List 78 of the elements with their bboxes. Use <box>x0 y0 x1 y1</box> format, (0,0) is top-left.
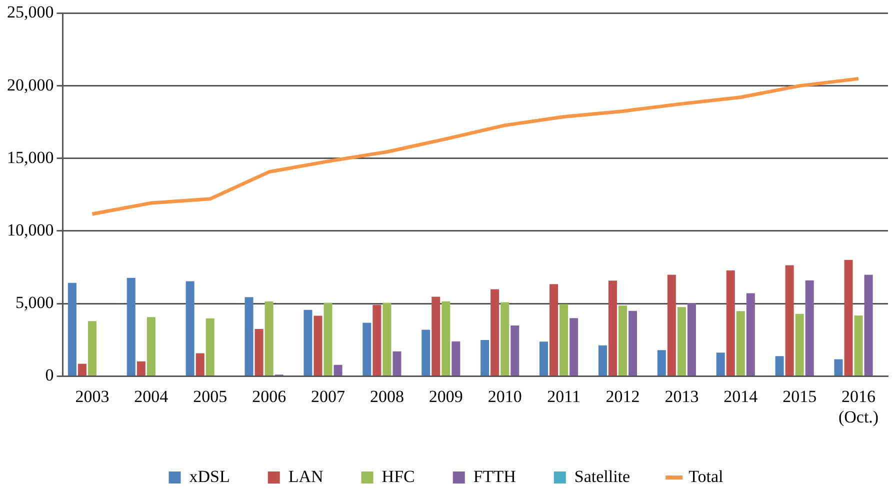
bar <box>244 297 254 376</box>
bar <box>775 356 784 376</box>
bar <box>146 317 156 376</box>
x-tick-label: 2008 <box>370 386 404 406</box>
y-tick-label: 5,000 <box>16 293 54 312</box>
y-tick-label: 0 <box>45 366 54 385</box>
y-tick-label: 15,000 <box>7 148 54 167</box>
bar <box>382 302 392 376</box>
bar <box>510 326 520 376</box>
x-tick-label: 2004 <box>134 386 169 406</box>
bar <box>854 316 863 376</box>
x-tick-label: 2007 <box>311 386 346 406</box>
bar <box>795 314 804 376</box>
x-tick-label: 2015 <box>782 386 817 406</box>
legend-label: FTTH <box>473 466 516 486</box>
legend-label: Satellite <box>574 466 630 486</box>
bar <box>136 361 146 376</box>
bar <box>864 274 873 376</box>
x-tick-label: 2003 <box>75 386 110 406</box>
bar <box>324 302 332 376</box>
bar <box>422 330 430 376</box>
legend-label: Total <box>688 466 724 486</box>
bar <box>500 302 510 376</box>
bar <box>452 341 460 376</box>
bar <box>736 311 745 376</box>
x-tick-label: 2006 <box>252 386 286 406</box>
y-tick-label: 20,000 <box>7 75 54 94</box>
bar <box>560 304 568 376</box>
x-tick-label: 2012 <box>606 386 640 406</box>
bar <box>88 321 96 376</box>
bar <box>264 301 274 376</box>
bar <box>716 352 725 376</box>
x-tick-label: 2009 <box>428 386 463 406</box>
bar <box>834 359 843 376</box>
bar <box>334 364 342 376</box>
bar <box>432 296 440 376</box>
y-tick-label: 25,000 <box>7 2 54 22</box>
bar <box>372 304 382 376</box>
bar <box>490 289 500 376</box>
bar <box>687 303 696 376</box>
bar <box>628 310 638 376</box>
bar <box>196 353 204 376</box>
x-tick-label: 2011 <box>547 386 580 406</box>
bar <box>392 351 402 376</box>
y-tick-label: 10,000 <box>7 220 54 240</box>
bar <box>598 345 607 376</box>
bar <box>667 274 676 376</box>
bar <box>68 282 76 376</box>
bar <box>304 310 312 376</box>
bar <box>480 340 490 376</box>
legend-label: xDSL <box>189 466 230 486</box>
bar <box>550 284 558 376</box>
bar <box>844 260 853 376</box>
bar <box>126 278 136 376</box>
bar <box>677 307 686 376</box>
bar <box>186 281 194 376</box>
bar <box>78 364 86 376</box>
bar <box>254 329 264 376</box>
x-tick-label: 2013 <box>664 386 699 406</box>
x-tick-label: 2014 <box>724 386 758 406</box>
bar <box>618 305 627 376</box>
bar <box>314 316 322 376</box>
bar <box>805 280 814 376</box>
bar <box>206 318 214 376</box>
legend-label: HFC <box>382 466 415 486</box>
bar <box>362 322 372 376</box>
bar <box>785 265 794 376</box>
bar <box>442 301 450 376</box>
bar <box>657 350 666 376</box>
legend-label: LAN <box>288 466 324 486</box>
bar <box>746 293 755 376</box>
bar <box>539 342 548 376</box>
x-tick-label: 2010 <box>488 386 522 406</box>
x-tick-label: 2005 <box>193 386 228 406</box>
bar <box>608 280 617 376</box>
x-tick-label: 2016 (Oct.) <box>838 386 879 426</box>
bar <box>570 318 578 376</box>
bar <box>726 270 735 376</box>
